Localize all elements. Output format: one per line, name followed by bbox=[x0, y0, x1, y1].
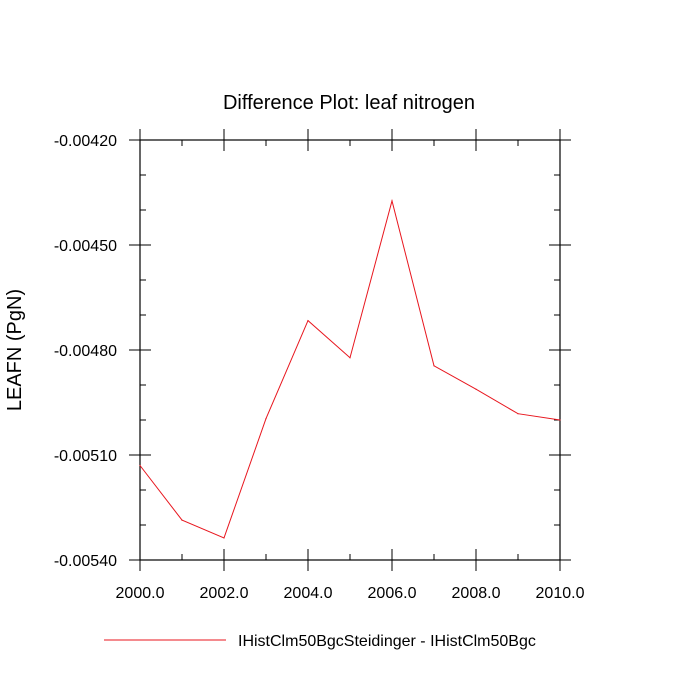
series-point bbox=[307, 320, 309, 322]
series-point bbox=[475, 388, 477, 390]
series-point bbox=[349, 357, 351, 359]
y-tick-label: -0.00480 bbox=[54, 343, 117, 360]
y-tick-label: -0.00420 bbox=[54, 133, 117, 150]
x-tick-label: 2008.0 bbox=[452, 585, 501, 602]
x-tick-label: 2000.0 bbox=[116, 585, 165, 602]
x-tick-label: 2002.0 bbox=[200, 585, 249, 602]
series-layer bbox=[139, 198, 561, 539]
y-axis-label: LEAFN (PgN) bbox=[4, 289, 26, 411]
series-point bbox=[433, 365, 435, 367]
series-point bbox=[517, 413, 519, 415]
series-point bbox=[139, 464, 141, 467]
chart-title: Difference Plot: leaf nitrogen bbox=[223, 92, 475, 114]
axis-ticks: 2000.0 2002.0 2004.0 2006.0 2008.0 2010.0 -0.0… bbox=[54, 129, 585, 602]
y-tick-label: -0.00510 bbox=[54, 448, 117, 465]
series-point bbox=[181, 519, 183, 521]
series-point bbox=[391, 200, 393, 202]
legend: IHistClm50BgcSteidinger - IHistClm50Bgc bbox=[104, 633, 536, 650]
y-tick-label: -0.00540 bbox=[54, 553, 117, 570]
x-tick-label: 2006.0 bbox=[368, 585, 417, 602]
legend-entry-label: IHistClm50BgcSteidinger - IHistClm50Bgc bbox=[238, 633, 536, 650]
x-tick-label: 2004.0 bbox=[284, 585, 333, 602]
series-point bbox=[223, 537, 225, 539]
plot-frame bbox=[139, 139, 561, 561]
x-tick-label: 2010.0 bbox=[536, 585, 585, 602]
series-point bbox=[265, 418, 267, 420]
y-tick-label: -0.00450 bbox=[54, 238, 117, 255]
series-point bbox=[559, 419, 561, 421]
series-line-0 bbox=[139, 198, 561, 539]
